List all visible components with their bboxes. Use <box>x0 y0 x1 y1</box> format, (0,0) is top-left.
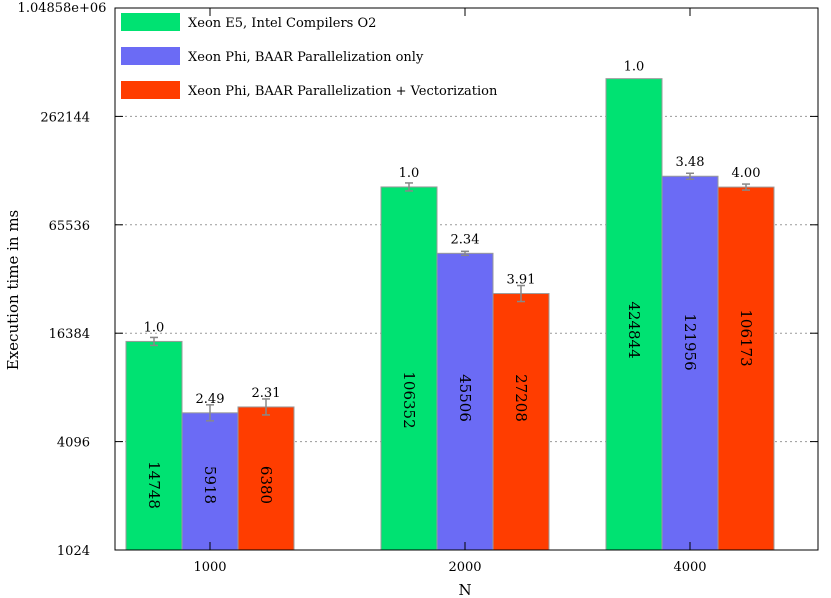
speedup-label: 2.34 <box>451 232 480 247</box>
value-label: 14748 <box>145 461 163 509</box>
bar <box>436 252 494 551</box>
legend: Xeon E5, Intel Compilers O2 Xeon Phi, BAA… <box>121 13 498 99</box>
legend-label: Xeon Phi, BAAR Parallelization + Vectori… <box>188 84 498 99</box>
speedup-label: 1.0 <box>399 166 420 181</box>
x-tick-label: 2000 <box>448 560 481 575</box>
bar <box>237 406 295 551</box>
bars: 1.0 14748 2.49 5918 2.31 6380 1.0 106352 2.34 455… <box>125 60 775 551</box>
speedup-label: 4.00 <box>732 166 761 181</box>
y-tick-label: 1.04858e+06 <box>18 1 107 16</box>
speedup-label: 2.49 <box>196 392 225 407</box>
x-axis-title: N <box>458 581 471 598</box>
x-tick-label: 1000 <box>193 560 226 575</box>
legend-swatch <box>121 47 180 65</box>
value-label: 6380 <box>257 466 275 504</box>
speedup-label: 1.0 <box>144 320 165 335</box>
speedup-label: 3.91 <box>507 273 536 288</box>
legend-swatch <box>121 13 180 31</box>
value-label: 27208 <box>512 374 530 422</box>
speedup-label: 1.0 <box>624 60 645 75</box>
bar <box>125 340 183 551</box>
y-tick-label: 65536 <box>49 219 90 234</box>
bar <box>380 186 438 551</box>
speedup-label: 3.48 <box>676 155 705 170</box>
value-label: 45506 <box>456 374 474 422</box>
legend-label: Xeon Phi, BAAR Parallelization only <box>188 50 424 65</box>
plot-frame <box>114 7 819 551</box>
value-label: 106173 <box>737 309 755 366</box>
y-tick-label: 4096 <box>57 436 90 451</box>
bar <box>492 293 550 551</box>
y-axis-title: Execution time in ms <box>4 210 22 370</box>
y-tick-label: 262144 <box>40 110 90 125</box>
value-label: 106352 <box>400 371 418 428</box>
bar <box>661 175 719 551</box>
legend-swatch <box>121 81 180 99</box>
y-tick-label: 1024 <box>57 544 90 559</box>
bar <box>181 412 239 551</box>
value-label: 121956 <box>681 313 699 370</box>
x-tick-label: 4000 <box>673 560 706 575</box>
bar <box>605 78 663 551</box>
y-tick-label: 16384 <box>49 327 90 342</box>
legend-label: Xeon E5, Intel Compilers O2 <box>188 16 376 31</box>
value-label: 5918 <box>201 466 219 504</box>
value-label: 424844 <box>625 301 643 358</box>
speedup-label: 2.31 <box>252 386 281 401</box>
axes: 1024 4096 16384 65536 262144 1.04858e+06 1000 2… <box>18 1 819 575</box>
bar <box>717 186 775 551</box>
